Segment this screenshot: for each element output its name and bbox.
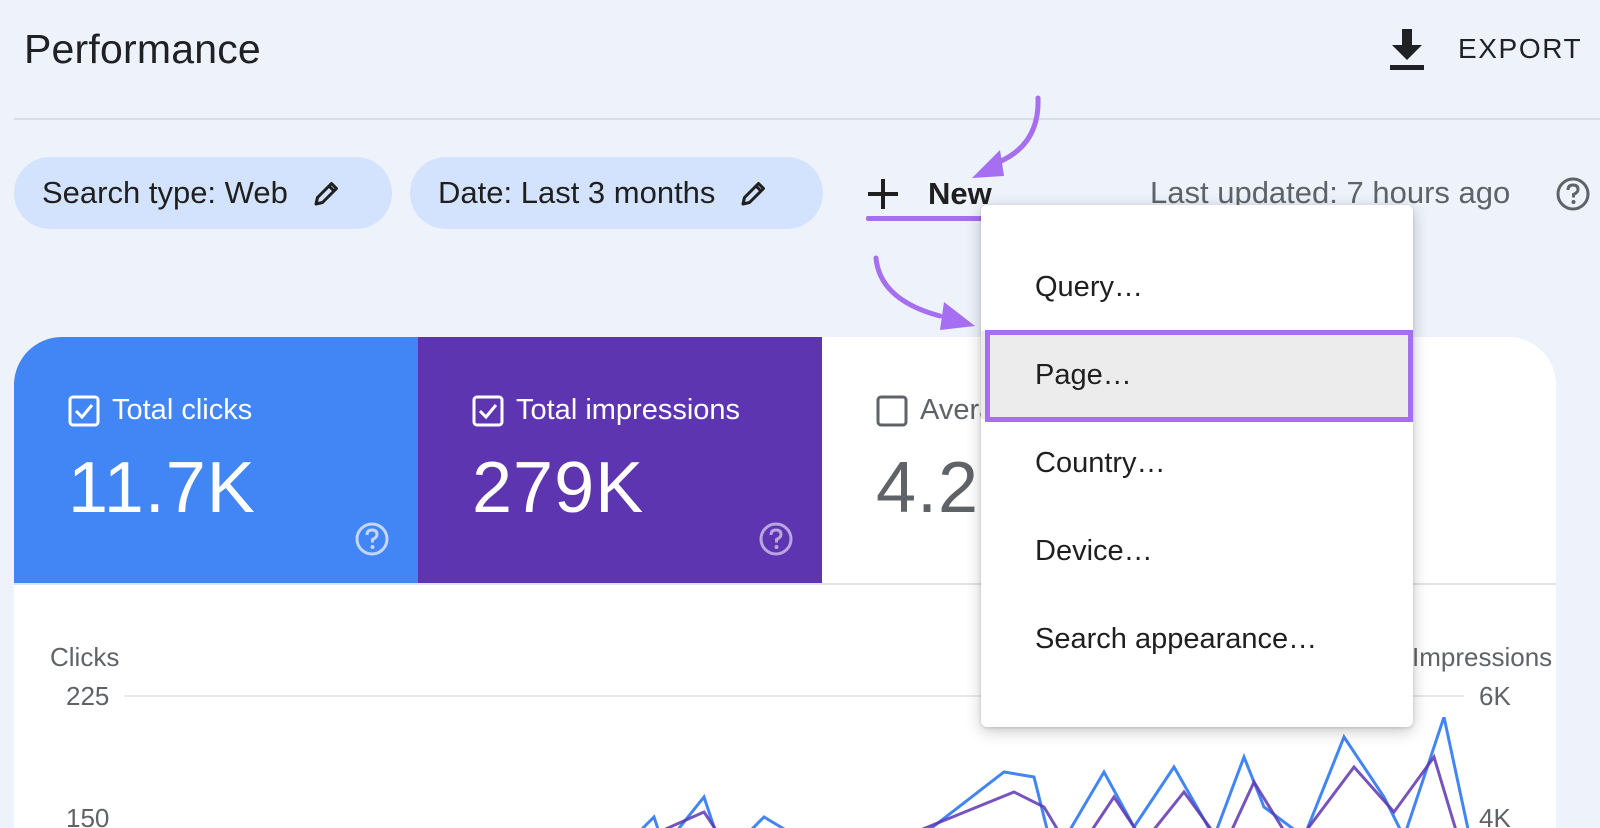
- download-icon: [1390, 29, 1424, 70]
- chart-right-tick: 4K: [1479, 803, 1511, 828]
- search-type-label: Search type: Web: [42, 175, 288, 210]
- date-range-label: Date: Last 3 months: [438, 175, 716, 210]
- metric-label: Total impressions: [516, 394, 741, 426]
- chart-right-tick: 6K: [1479, 681, 1511, 711]
- new-filter-button[interactable]: New: [866, 170, 992, 218]
- date-range-chip[interactable]: Date: Last 3 months: [410, 157, 823, 229]
- help-circle-icon[interactable]: [758, 521, 794, 557]
- performance-line-chart: [640, 717, 1470, 828]
- arrow-to-page-item: [873, 255, 975, 330]
- menu-item-page[interactable]: Page…: [981, 331, 1413, 419]
- pencil-icon: [741, 182, 766, 206]
- chart-left-axis-label: Clicks: [50, 642, 120, 672]
- menu-item-device[interactable]: Device…: [1035, 534, 1153, 567]
- help-circle-icon[interactable]: [1555, 176, 1591, 212]
- pencil-icon: [314, 182, 338, 206]
- new-button-highlight-underline: [866, 216, 994, 221]
- arrow-to-new-button: [972, 95, 1041, 178]
- clicks-series-line: [640, 717, 1470, 828]
- help-circle-icon[interactable]: [354, 521, 390, 557]
- new-filter-menu: Query… Page… Country… Device… Search app…: [981, 205, 1413, 727]
- checkbox-unchecked-icon[interactable]: [876, 395, 908, 427]
- metric-value: 4.2: [876, 448, 980, 528]
- metrics-divider: [14, 583, 1556, 585]
- menu-item-search-appearance[interactable]: Search appearance…: [1035, 622, 1318, 655]
- new-filter-label: New: [928, 176, 992, 211]
- menu-item-query[interactable]: Query…: [1035, 270, 1143, 303]
- metric-total-impressions[interactable]: Total impressions 279K: [418, 337, 822, 583]
- plus-icon: [868, 179, 898, 209]
- metric-value: 279K: [472, 448, 645, 528]
- metric-total-clicks[interactable]: Total clicks 11.7K: [14, 337, 418, 583]
- chart-gridline: [124, 695, 1464, 697]
- page-item-highlight-box: [985, 330, 1413, 422]
- checkbox-checked-icon[interactable]: [472, 395, 504, 427]
- last-updated-text: Last updated: 7 hours ago: [1150, 175, 1511, 210]
- chart-right-axis-label: Impressions: [1412, 642, 1553, 672]
- checkbox-checked-icon[interactable]: [68, 395, 100, 427]
- metric-label: Total clicks: [112, 394, 253, 426]
- header-divider: [14, 118, 1600, 120]
- impressions-series-line: [664, 753, 1457, 828]
- export-button[interactable]: EXPORT: [1388, 24, 1582, 74]
- menu-item-country[interactable]: Country…: [1035, 446, 1166, 479]
- page-title: Performance: [24, 26, 261, 72]
- chart-left-tick: 150: [66, 803, 110, 828]
- chart-left-tick: 225: [66, 681, 110, 711]
- metric-value: 11.7K: [68, 448, 256, 528]
- export-label: EXPORT: [1458, 33, 1583, 64]
- search-type-chip[interactable]: Search type: Web: [14, 157, 392, 229]
